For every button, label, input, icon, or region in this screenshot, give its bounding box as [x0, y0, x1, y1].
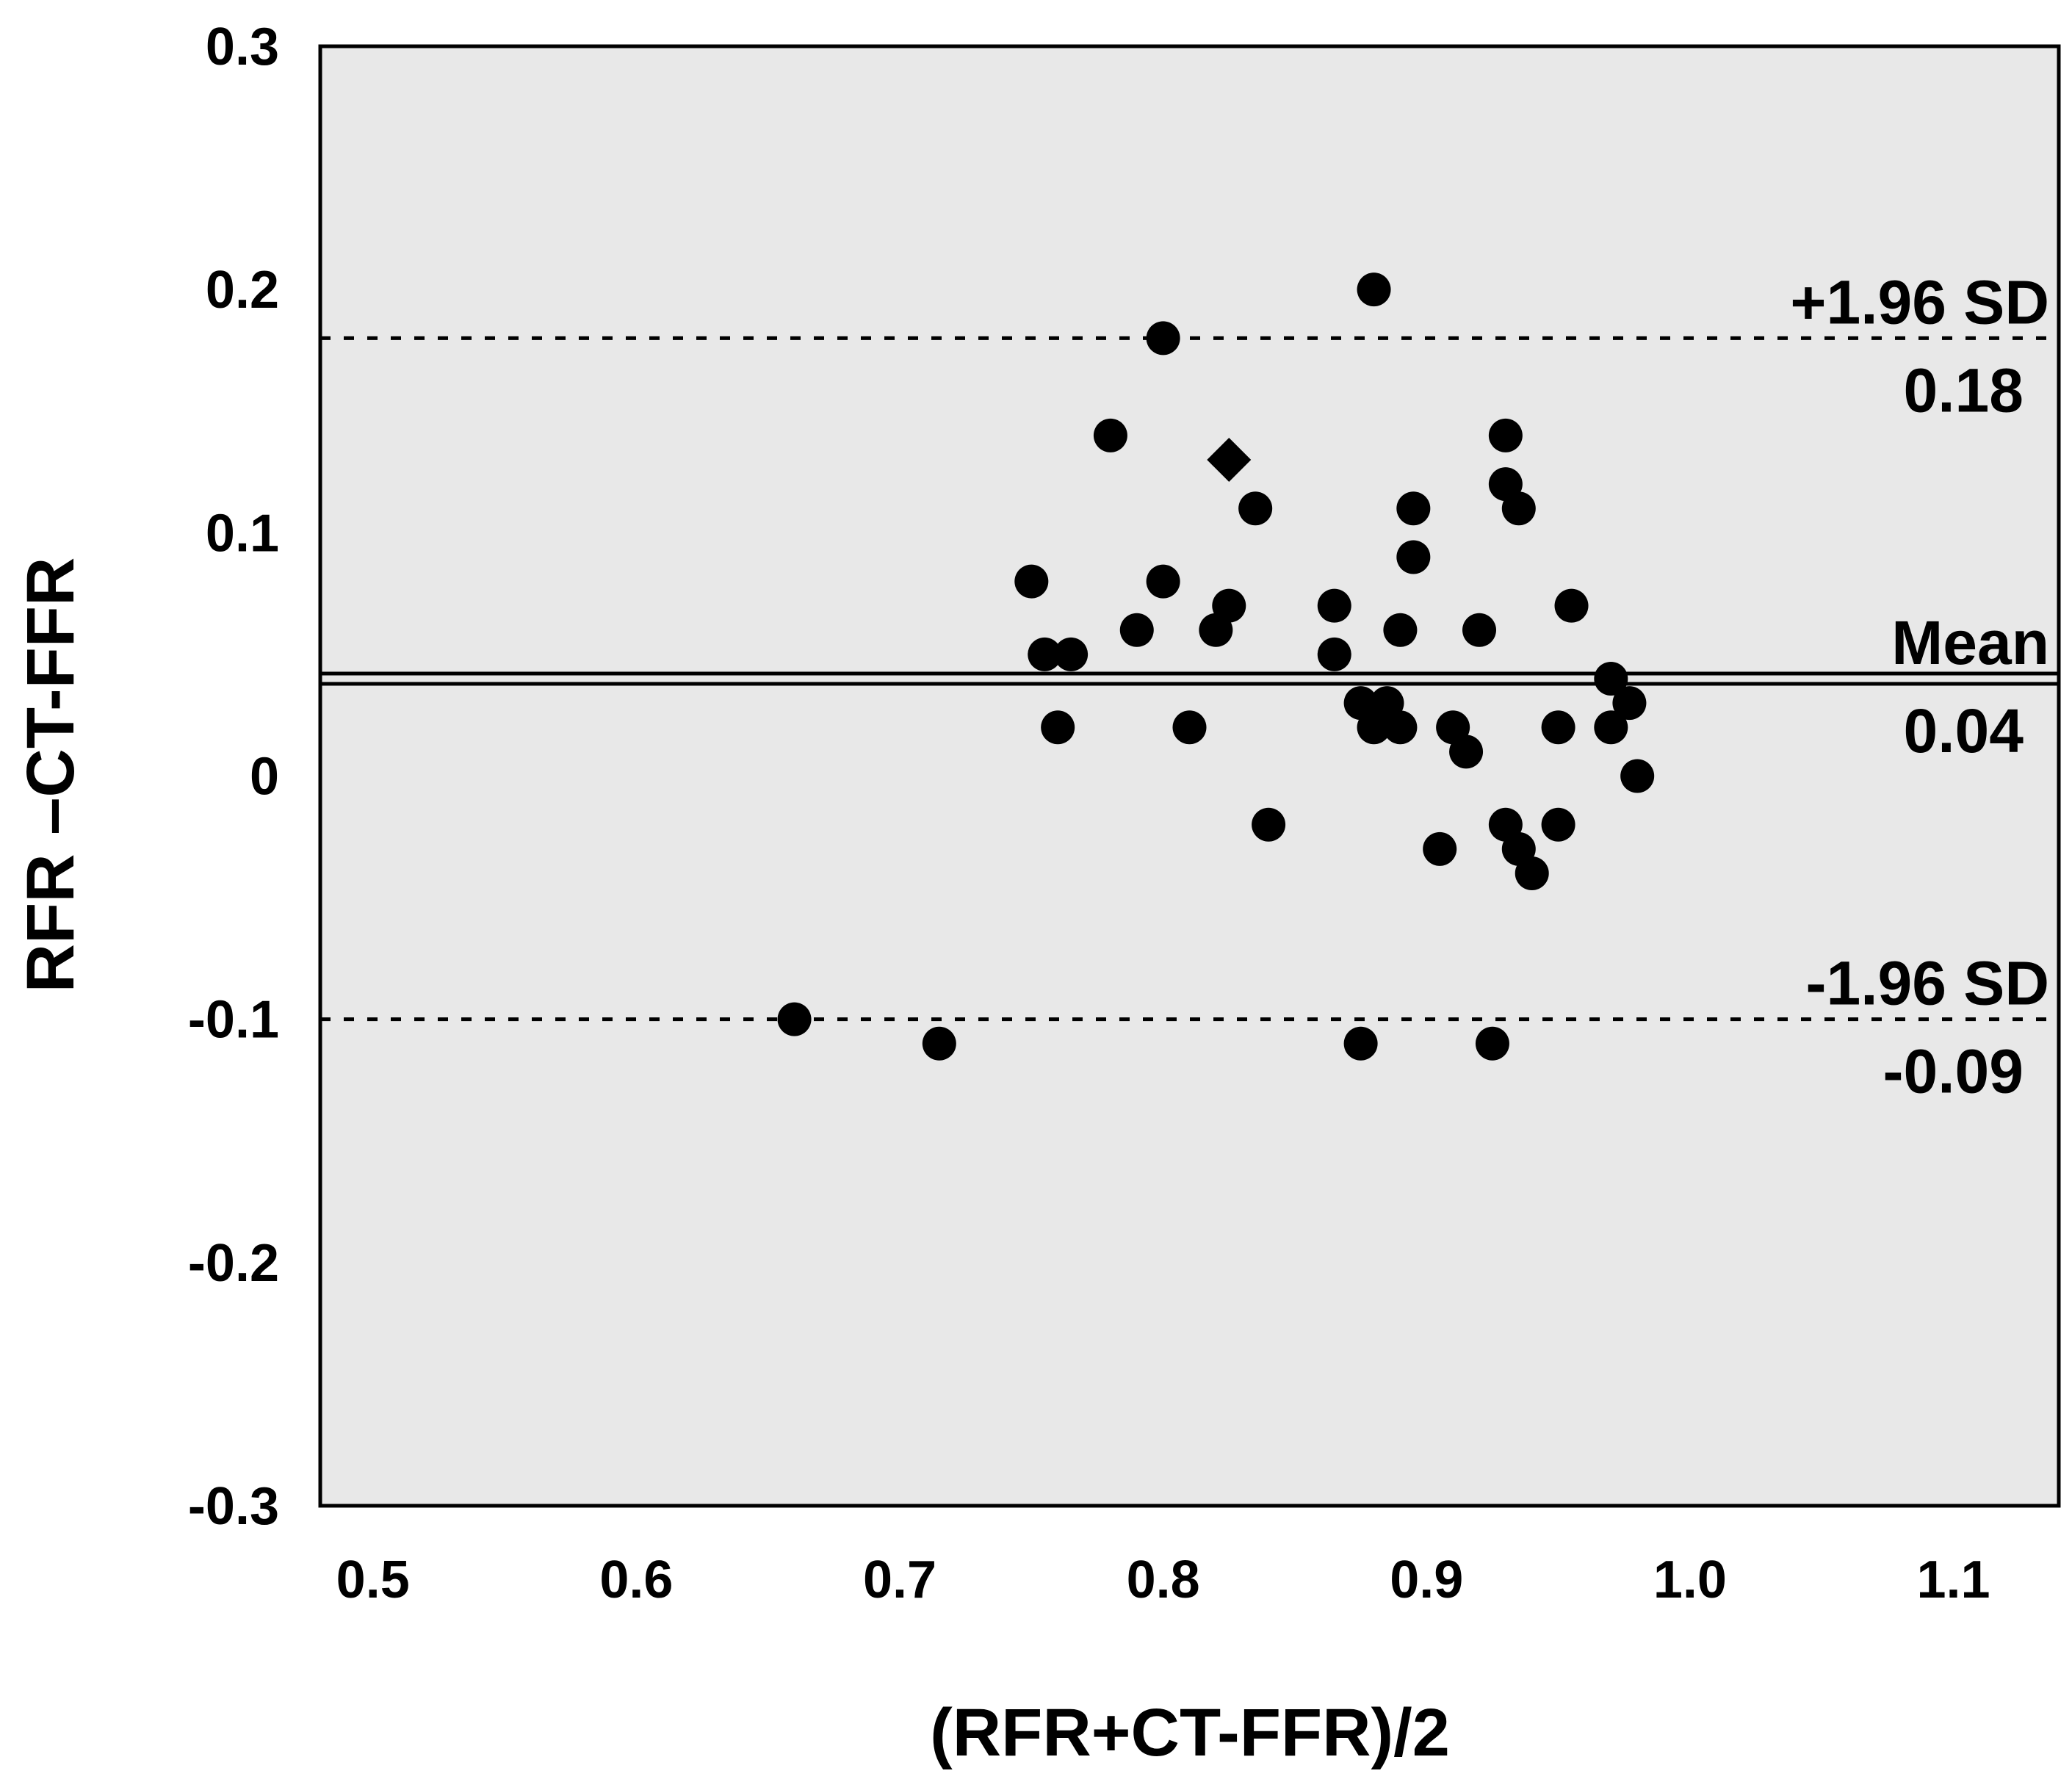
- data-point: [1594, 662, 1628, 696]
- data-point: [1014, 564, 1049, 599]
- data-point: [1554, 588, 1589, 623]
- data-point: [1343, 1026, 1378, 1061]
- x-tick-label: 0.8: [1127, 1551, 1200, 1609]
- x-tick-label: 0.9: [1390, 1551, 1463, 1609]
- ref-line-1-96-sd-label: +1.96 SD: [1790, 267, 2049, 336]
- data-point: [1317, 637, 1351, 671]
- y-axis-title: RFR –CT-FFR: [13, 557, 88, 993]
- data-point: [1449, 735, 1484, 769]
- data-point: [1475, 1026, 1509, 1061]
- data-point: [1252, 807, 1286, 842]
- y-tick-label: 0.2: [206, 261, 279, 320]
- data-point: [1317, 588, 1351, 623]
- x-axis-ticks: 0.5 0.6 0.7 0.8 0.9 1.0 1.1: [336, 1551, 1990, 1609]
- data-point: [1423, 831, 1457, 866]
- ref-line-mean-label: Mean: [1891, 608, 2049, 677]
- y-tick-label: -0.2: [188, 1234, 279, 1293]
- y-tick-label: -0.1: [188, 991, 279, 1050]
- x-tick-label: 1.0: [1653, 1551, 1727, 1609]
- y-axis-ticks: 0.3 0.2 0.1 0 -0.1 -0.2 -0.3: [188, 18, 279, 1536]
- data-point: [1238, 491, 1273, 526]
- ref-line-1-96-sd-value: -0.09: [1883, 1037, 2024, 1106]
- ref-line-1-96-sd-value: 0.18: [1904, 356, 2024, 425]
- data-point: [1541, 710, 1575, 745]
- data-point: [1488, 418, 1523, 452]
- data-point: [1501, 491, 1536, 526]
- data-point: [1396, 540, 1431, 574]
- x-axis-title: (RFR+CT-FFR)/2: [930, 1695, 1450, 1770]
- data-point: [1172, 710, 1207, 745]
- reference-lines: +1.96 SD 0.18 Mean 0.04 -1.96 SD -0.09: [320, 267, 2059, 1106]
- data-point: [1041, 710, 1075, 745]
- x-tick-label: 0.6: [599, 1551, 673, 1609]
- plot-frame: [318, 44, 2061, 1508]
- data-point: [1541, 807, 1575, 842]
- y-tick-label: 0.1: [206, 504, 279, 563]
- x-tick-label: 1.1: [1916, 1551, 1990, 1609]
- data-point: [1054, 637, 1089, 671]
- plot-background: [320, 46, 2059, 1506]
- ref-line-mean-value: 0.04: [1904, 696, 2024, 765]
- data-points: [777, 273, 1655, 1061]
- data-point: [1594, 710, 1628, 745]
- data-point: [1383, 710, 1418, 745]
- data-point: [1093, 418, 1127, 452]
- y-tick-label: -0.3: [188, 1477, 279, 1536]
- data-point: [1383, 613, 1418, 647]
- data-point: [1146, 564, 1180, 599]
- data-point: [1612, 686, 1647, 721]
- data-point: [1620, 759, 1655, 793]
- x-tick-label: 0.7: [863, 1551, 936, 1609]
- data-point: [922, 1026, 956, 1061]
- data-point: [1396, 491, 1431, 526]
- data-point: [1119, 613, 1154, 647]
- data-point: [1357, 273, 1391, 307]
- y-tick-label: 0: [250, 748, 279, 806]
- y-tick-label: 0.3: [206, 18, 279, 76]
- data-point: [777, 1002, 812, 1036]
- data-point-diamond: [1207, 437, 1252, 482]
- x-tick-label: 0.5: [336, 1551, 410, 1609]
- data-point: [1212, 588, 1246, 623]
- ref-line-1-96-sd-label: -1.96 SD: [1806, 949, 2050, 1018]
- data-point: [1515, 856, 1549, 890]
- data-point: [1146, 321, 1180, 356]
- data-point: [1028, 637, 1062, 671]
- data-point: [1462, 613, 1496, 647]
